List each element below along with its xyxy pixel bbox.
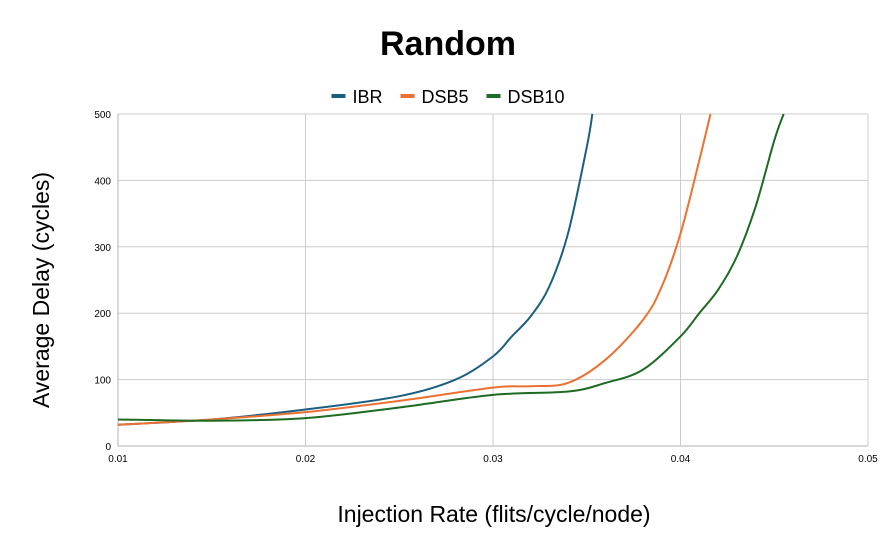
x-tick-label: 0.01 bbox=[108, 454, 128, 465]
series-lines bbox=[117, 113, 785, 426]
series-line-ibr bbox=[117, 113, 594, 426]
x-tick-label: 0.02 bbox=[296, 454, 316, 465]
x-tick-label: 0.04 bbox=[671, 454, 691, 465]
y-tick-label: 0 bbox=[105, 442, 111, 453]
x-tick-label: 0.03 bbox=[483, 454, 503, 465]
series-line-dsb5 bbox=[117, 113, 712, 426]
x-axis-label: Injection Rate (flits/cycle/node) bbox=[337, 501, 650, 527]
grid bbox=[117, 113, 869, 447]
legend-label: IBR bbox=[353, 87, 383, 107]
legend: IBR DSB5 DSB10 bbox=[331, 87, 565, 107]
legend-label: DSB10 bbox=[508, 87, 565, 107]
y-tick-label: 300 bbox=[94, 243, 111, 254]
y-tick-label: 100 bbox=[94, 376, 111, 387]
x-tick-label: 0.05 bbox=[858, 454, 878, 465]
legend-item-dsb10: DSB10 bbox=[486, 87, 565, 107]
y-tick-label: 400 bbox=[94, 176, 111, 187]
y-axis-label: Average Delay (cycles) bbox=[28, 172, 54, 408]
tick-labels: 0 100 200 300 400 500 0.01 0.02 0.03 0.04 0.05 bbox=[94, 110, 878, 465]
y-tick-label: 500 bbox=[94, 110, 111, 121]
legend-label: DSB5 bbox=[422, 87, 469, 107]
legend-item-dsb5: DSB5 bbox=[400, 87, 469, 107]
chart-title: Random bbox=[380, 25, 516, 63]
y-tick-label: 200 bbox=[94, 309, 111, 320]
series-line-dsb10 bbox=[117, 113, 785, 422]
legend-item-ibr: IBR bbox=[331, 87, 383, 107]
